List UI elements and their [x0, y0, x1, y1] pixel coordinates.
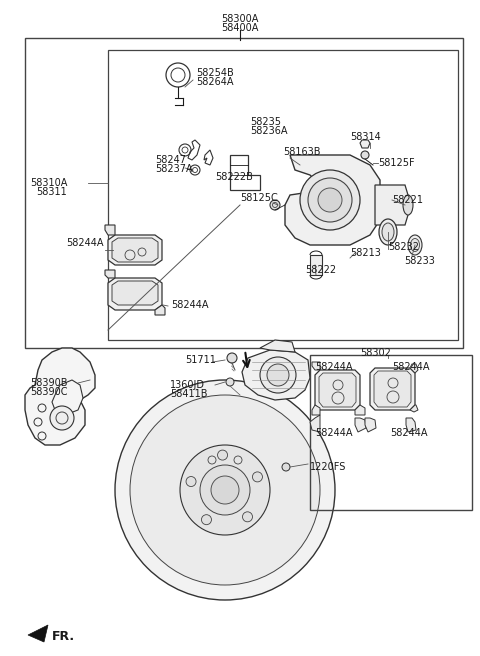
Circle shape [270, 200, 280, 210]
Text: 58244A: 58244A [315, 428, 352, 438]
Ellipse shape [379, 219, 397, 245]
Text: 58232: 58232 [388, 242, 419, 252]
Circle shape [186, 476, 196, 487]
Text: 58302: 58302 [360, 348, 391, 358]
Text: 58411B: 58411B [170, 389, 207, 399]
Circle shape [318, 188, 342, 212]
Text: 58125F: 58125F [378, 158, 415, 168]
Circle shape [308, 178, 352, 222]
Text: 58221: 58221 [392, 195, 423, 205]
Circle shape [180, 445, 270, 535]
Circle shape [300, 170, 360, 230]
Polygon shape [28, 625, 48, 642]
Polygon shape [108, 235, 162, 265]
Text: 58390C: 58390C [30, 387, 68, 397]
Circle shape [252, 472, 263, 482]
Polygon shape [242, 350, 310, 400]
Polygon shape [310, 415, 320, 432]
Circle shape [267, 364, 289, 386]
Text: 51711: 51711 [185, 355, 216, 365]
Text: 58264A: 58264A [196, 77, 233, 87]
Text: 58244A: 58244A [171, 300, 208, 310]
Polygon shape [52, 380, 83, 415]
Text: 58310A: 58310A [30, 178, 67, 188]
Polygon shape [355, 418, 366, 432]
Polygon shape [315, 370, 360, 410]
Polygon shape [410, 405, 418, 412]
Polygon shape [406, 418, 416, 432]
Polygon shape [260, 340, 295, 352]
Ellipse shape [408, 235, 422, 255]
Text: 58235: 58235 [250, 117, 281, 127]
Circle shape [361, 151, 369, 159]
Text: 58237A: 58237A [155, 164, 192, 174]
Polygon shape [375, 185, 408, 225]
Circle shape [115, 380, 335, 600]
Polygon shape [25, 348, 95, 445]
Polygon shape [112, 281, 158, 305]
Circle shape [50, 406, 74, 430]
Ellipse shape [382, 223, 394, 241]
Ellipse shape [403, 195, 413, 215]
Polygon shape [105, 270, 115, 278]
Circle shape [200, 465, 250, 515]
Bar [108, 50, 458, 340]
Circle shape [260, 357, 296, 393]
Text: 58233: 58233 [404, 256, 435, 266]
Text: 58213: 58213 [350, 248, 381, 258]
Text: 58244A: 58244A [392, 362, 430, 372]
Circle shape [227, 353, 237, 363]
Polygon shape [105, 225, 115, 235]
Polygon shape [312, 362, 320, 370]
Text: 58390B: 58390B [30, 378, 68, 388]
Polygon shape [374, 371, 411, 407]
Text: 1360JD: 1360JD [170, 380, 205, 390]
Text: 58125C: 58125C [240, 193, 278, 203]
Polygon shape [360, 140, 370, 148]
Text: 58244A: 58244A [315, 362, 352, 372]
Circle shape [217, 450, 228, 460]
Text: 58300A: 58300A [221, 14, 259, 24]
Polygon shape [410, 364, 418, 373]
Polygon shape [285, 155, 380, 245]
Polygon shape [355, 405, 365, 415]
Text: 58222: 58222 [305, 265, 336, 275]
Bar [25, 38, 463, 348]
Polygon shape [319, 373, 356, 407]
Circle shape [211, 476, 239, 504]
Text: 58247: 58247 [155, 155, 186, 165]
Circle shape [202, 515, 212, 525]
Polygon shape [365, 418, 376, 432]
Text: FR.: FR. [52, 630, 75, 643]
Polygon shape [112, 238, 158, 262]
Circle shape [242, 512, 252, 522]
Text: 58236A: 58236A [250, 126, 288, 136]
Text: 58311: 58311 [36, 187, 67, 197]
Text: 1220FS: 1220FS [310, 462, 347, 472]
Polygon shape [155, 305, 165, 315]
Polygon shape [108, 278, 162, 310]
Text: 58254B: 58254B [196, 68, 234, 78]
Ellipse shape [410, 239, 420, 251]
Text: 58400A: 58400A [221, 23, 259, 33]
Text: 58314: 58314 [350, 132, 381, 142]
Text: 58244A: 58244A [390, 428, 428, 438]
Bar [310, 355, 472, 510]
Polygon shape [370, 368, 415, 410]
Text: 58163B: 58163B [283, 147, 321, 157]
Circle shape [130, 395, 320, 585]
Text: 58244A: 58244A [66, 238, 104, 248]
Circle shape [226, 378, 234, 386]
Polygon shape [310, 255, 322, 275]
Text: 58222B: 58222B [215, 172, 253, 182]
Polygon shape [312, 405, 320, 415]
Circle shape [282, 463, 290, 471]
